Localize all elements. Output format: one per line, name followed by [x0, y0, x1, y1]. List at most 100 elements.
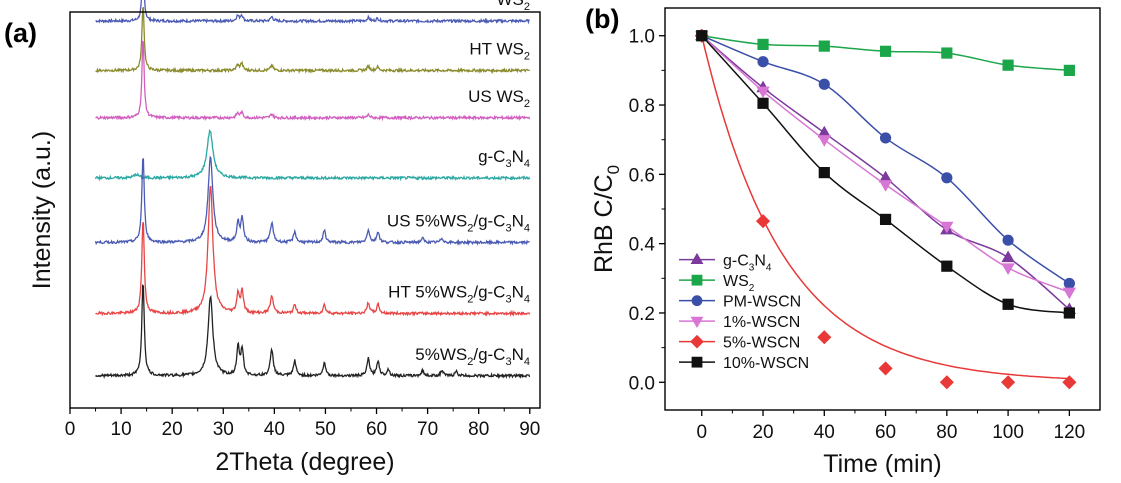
x-tick-label: 120 — [1054, 422, 1086, 443]
x-tick-label: 20 — [162, 419, 183, 440]
label-part-label-main: g-C — [478, 147, 505, 166]
panel-a-label: (a) — [4, 18, 37, 48]
label-part-label-sub2: 3 — [505, 222, 511, 234]
label-part-label-sub: 2 — [467, 356, 473, 368]
legend-marker — [691, 295, 703, 307]
legend-item-10-wscn: 10%-WSCN — [679, 355, 809, 372]
label-part-label-sub: 3 — [749, 263, 755, 274]
point-1-wscn — [1062, 287, 1077, 300]
panel-a-y-axis-title: Intensity (a.u.) — [28, 131, 56, 289]
legend-marker — [691, 274, 703, 286]
point-1-wscn — [878, 180, 893, 192]
x-tick-label: 0 — [65, 419, 76, 440]
label-part-label-main: PM-WSCN — [723, 294, 801, 311]
point-1-wscn — [1001, 263, 1015, 275]
point-10-wscn — [696, 30, 708, 42]
x-tick-label: 10 — [111, 419, 132, 440]
point-ws2 — [1063, 64, 1075, 76]
label-part-label-tail2: N — [512, 345, 524, 364]
xrd-trace-us-5-ws2-g-c3n4 — [94, 155, 530, 246]
y-tick-label: 0.6 — [629, 165, 655, 186]
point-ws2 — [757, 38, 769, 50]
x-tick-label: 30 — [213, 419, 234, 440]
label-part-label-sub2: 4 — [766, 263, 772, 274]
legend-marker — [690, 252, 704, 265]
x-tick-label: 60 — [366, 419, 387, 440]
y-tick-label: 0.0 — [629, 373, 655, 394]
panel-b-x-axis-title: Time (min) — [823, 450, 942, 478]
label-pm-wscn: PM-WSCN — [723, 294, 801, 311]
point-pm-wscn — [1002, 234, 1014, 246]
legend-marker — [691, 356, 703, 368]
xrd-trace-ht-ws2 — [95, 6, 531, 75]
x-tick-label: 50 — [315, 419, 336, 440]
point-10-wscn — [818, 167, 830, 179]
panel-a-traces — [94, 0, 531, 380]
y-tick-label: 0.4 — [629, 235, 656, 256]
panel-b-label: (b) — [585, 4, 619, 34]
point-pm-wscn — [941, 172, 953, 184]
x-tick-label: 20 — [752, 422, 773, 443]
label-g-c3n4: g-C3N4 — [478, 147, 530, 170]
x-tick-label: 0 — [696, 422, 707, 443]
label-part-label-sub: 2 — [524, 1, 530, 13]
label-part-label-main: g-C — [723, 253, 749, 270]
point-5-wscn — [1062, 375, 1077, 390]
point-1-wscn — [817, 135, 831, 147]
label-part-label-sub2: 3 — [505, 293, 511, 305]
label-part-label-tail: /g-C — [473, 345, 505, 364]
point-pm-wscn — [1063, 277, 1075, 290]
x-tick-label: 70 — [417, 419, 438, 440]
label-part-label-tail2: N — [512, 211, 524, 230]
label-part-label-main: 1%-WSCN — [723, 314, 800, 331]
panel-b-y-axis-title-sub: 0 — [604, 165, 623, 174]
point-pm-wscn — [879, 132, 892, 144]
label-part-label-tail: N — [512, 147, 524, 166]
label-1-wscn: 1%-WSCN — [723, 314, 800, 331]
point-ws2 — [818, 40, 830, 52]
x-tick-label: 40 — [264, 419, 285, 440]
label-part-label-sub3: 4 — [524, 356, 530, 368]
xrd-trace-5-ws2-g-c3n4 — [95, 284, 531, 380]
label-part-label-sub: 2 — [467, 293, 473, 305]
label-part-label-main: HT WS — [469, 39, 523, 58]
label-part-label-main: US 5%WS — [387, 211, 467, 230]
xrd-trace-us-ws2 — [95, 40, 531, 122]
point-5-wscn — [878, 361, 893, 376]
xrd-trace-g-c3n4 — [94, 128, 531, 182]
panel-a-plot-frame — [69, 11, 541, 409]
label-part-label-sub: 2 — [524, 98, 530, 110]
point-10-wscn — [757, 97, 769, 109]
label-us-5-ws2-g-c3n4: US 5%WS2/g-C3N4 — [387, 211, 530, 234]
point-pm-wscn — [818, 78, 830, 90]
label-part-label-main: 10%-WSCN — [723, 355, 809, 372]
point-1-wscn — [756, 86, 770, 99]
panel-b-x-ticks: 0 20 40 60 80 100 120 — [696, 410, 1085, 443]
label-10-wscn: 10%-WSCN — [723, 355, 809, 372]
point-ws2 — [879, 45, 892, 57]
label-part-label-tail: N — [754, 253, 766, 270]
y-tick-label: 1.0 — [629, 27, 655, 48]
label-part-label-sub3: 4 — [524, 293, 530, 305]
point-5-wscn — [1001, 375, 1016, 390]
point-10-wscn — [1063, 307, 1075, 319]
label-part-label-sub3: 4 — [524, 222, 530, 234]
legend-item-g-c3n4: g-C3N4 — [679, 253, 772, 274]
xrd-trace-ht-5-ws2-g-c3n4 — [95, 185, 531, 317]
label-part-label-sub2: 4 — [524, 158, 530, 170]
point-5-wscn — [755, 214, 771, 229]
legend-marker — [690, 316, 704, 328]
label-us-ws2: US WS2 — [468, 87, 530, 110]
label-part-label-sub: 2 — [749, 283, 755, 294]
point-pm-wscn — [757, 56, 769, 68]
point-10-wscn — [941, 260, 953, 272]
x-tick-label: 80 — [936, 422, 957, 443]
point-5-wscn — [939, 375, 954, 390]
point-5-wscn — [817, 330, 832, 345]
point-10-wscn — [1002, 298, 1014, 310]
label-part-label-main: WS — [496, 0, 523, 9]
label-part-label-tail: /g-C — [473, 211, 505, 230]
panel-b-y-axis-title: RhB C/C0 — [590, 165, 623, 273]
